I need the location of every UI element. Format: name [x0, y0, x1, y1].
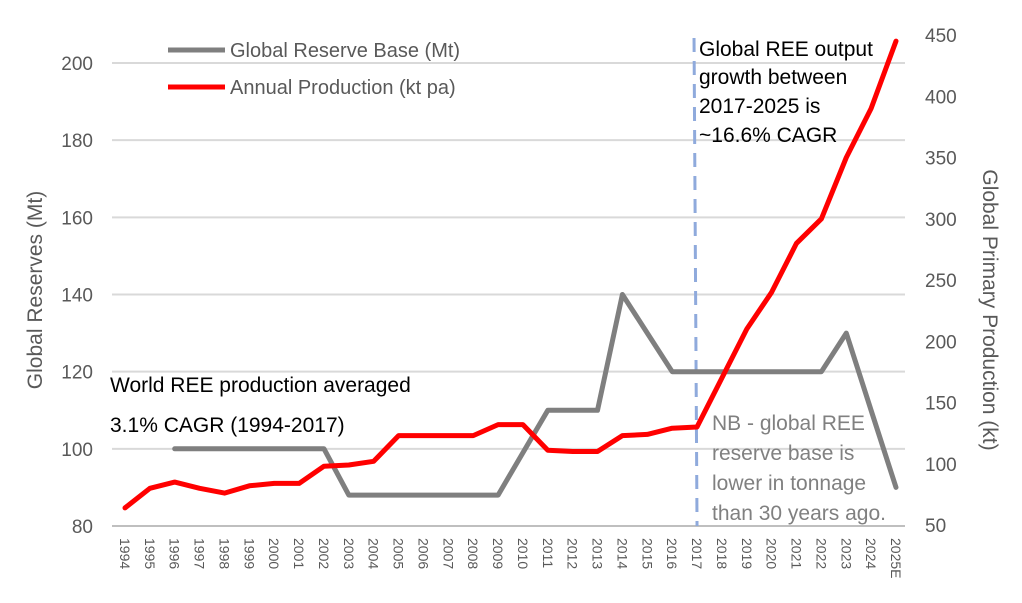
left-tick-label: 200: [61, 54, 93, 75]
x-tick-label: 2008: [465, 538, 481, 569]
x-tick-label: 2021: [789, 538, 805, 569]
x-tick-label: 2011: [540, 538, 556, 568]
x-tick-label: 2018: [714, 538, 730, 569]
x-tick-label: 2015: [639, 538, 655, 569]
annotation-line: than 30 years ago.: [712, 502, 886, 525]
x-tick-label: 2016: [664, 538, 680, 569]
x-tick-label: 2014: [614, 538, 630, 569]
annotation-line: 2017-2025 is: [699, 95, 820, 118]
left-tick-label: 100: [61, 440, 93, 461]
left-tick-label: 120: [61, 363, 93, 384]
right-tick-label: 300: [925, 210, 957, 231]
right-tick-label: 200: [925, 332, 957, 353]
annotation-line: growth between: [699, 66, 847, 89]
right-tick-label: 450: [925, 26, 957, 47]
x-tick-label: 1995: [142, 538, 158, 569]
right-tick-label: 150: [925, 394, 957, 415]
x-tick-label: 2003: [341, 538, 357, 569]
annotation-historic-cagr: World REE production averaged 3.1% CAGR …: [110, 374, 411, 437]
left-axis-title: Global Reserves (Mt): [24, 191, 47, 389]
x-tick-label: 2007: [440, 538, 456, 569]
left-tick-label: 180: [61, 131, 93, 152]
x-tick-label: 2010: [515, 538, 531, 569]
x-tick-label: 2005: [391, 538, 407, 569]
left-tick-label: 160: [61, 208, 93, 229]
right-tick-label: 50: [925, 516, 946, 537]
legend: Global Reserve Base (Mt) Annual Producti…: [168, 40, 460, 99]
annotation-line: World REE production averaged: [110, 374, 411, 397]
annotation-line: reserve base is: [712, 442, 854, 465]
x-tick-label: 2004: [366, 538, 382, 569]
right-tick-label: 100: [925, 455, 957, 476]
x-tick-label: 1997: [192, 538, 208, 569]
x-tick-label: 2022: [813, 538, 829, 569]
annotation-line: 3.1% CAGR (1994-2017): [110, 414, 345, 437]
right-tick-label: 400: [925, 87, 957, 108]
x-tick-label: 2000: [266, 538, 282, 569]
x-tick-label: 2017: [689, 538, 705, 569]
left-tick-label: 80: [72, 517, 93, 538]
x-tick-label: 1994: [117, 538, 133, 569]
right-axis-title: Global Primary Production (kt): [978, 169, 1001, 450]
x-tick-label: 2012: [565, 538, 581, 569]
annotation-reserve-note: NB - global REE reserve base is lower in…: [712, 412, 886, 525]
right-tick-label: 250: [925, 271, 957, 292]
x-tick-label: 2024: [863, 538, 879, 569]
marker-line-2017: [694, 38, 697, 526]
x-axis-ticks: 1994 1995 1996 1997 1998 1999 2000 2001 2002 2003…: [117, 538, 904, 578]
left-axis-ticks: 80 100 120 140 160 180 200: [61, 54, 93, 538]
x-tick-label: 1999: [241, 538, 257, 569]
legend-label-production: Annual Production (kt pa): [230, 77, 456, 99]
x-tick-label: 1996: [167, 538, 183, 569]
x-tick-label: 2006: [415, 538, 431, 569]
annotation-line: NB - global REE: [712, 412, 865, 435]
annotation-line: lower in tonnage: [712, 472, 866, 495]
legend-label-reserve: Global Reserve Base (Mt): [230, 40, 460, 62]
left-tick-label: 140: [61, 286, 93, 307]
x-tick-label: 2019: [739, 538, 755, 569]
annotation-forecast-cagr: Global REE output growth between 2017-20…: [699, 38, 873, 147]
x-tick-label: 2025E: [888, 538, 904, 578]
right-axis-ticks: 50 100 150 200 250 300 350 400 450: [925, 26, 957, 537]
x-tick-label: 2001: [291, 538, 307, 569]
x-tick-label: 1998: [216, 538, 232, 569]
right-tick-label: 350: [925, 149, 957, 170]
annotation-line: Global REE output: [699, 38, 873, 61]
x-tick-label: 2013: [590, 538, 606, 569]
x-tick-label: 2020: [764, 538, 780, 569]
annotation-line: ~16.6% CAGR: [699, 124, 837, 147]
x-tick-label: 2023: [838, 538, 854, 569]
x-tick-label: 2009: [490, 538, 506, 569]
x-tick-label: 2002: [316, 538, 332, 569]
